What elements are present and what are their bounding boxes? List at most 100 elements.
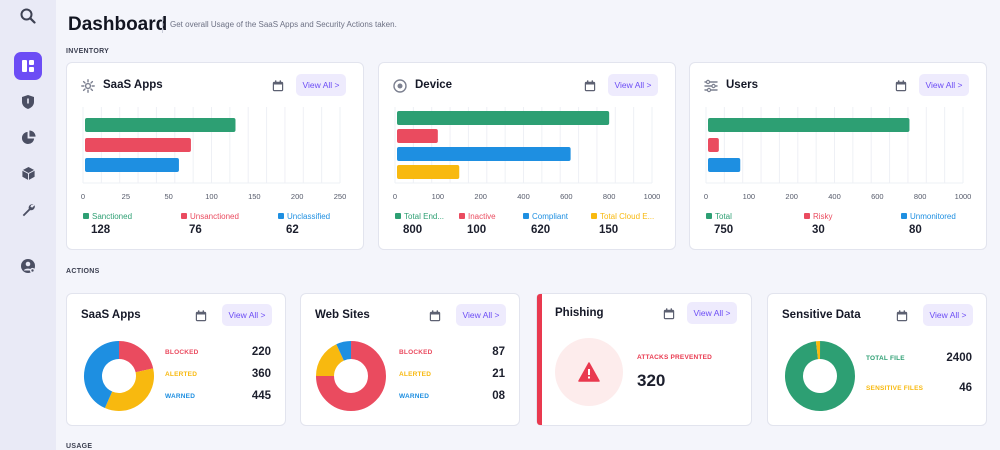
tick-label: 600 <box>871 192 884 201</box>
view-all-button[interactable]: View All > <box>687 302 737 324</box>
warning-icon <box>578 362 600 382</box>
legend-swatch <box>804 213 810 219</box>
view-all-button[interactable]: View All > <box>923 304 973 326</box>
title-divider <box>162 17 163 33</box>
calendar-icon[interactable] <box>895 79 909 93</box>
tick-label: 200 <box>785 192 798 201</box>
view-all-button[interactable]: View All > <box>222 304 272 326</box>
view-all-button[interactable]: View All > <box>296 74 346 96</box>
phishing-accent-bar <box>537 294 542 425</box>
calendar-icon[interactable] <box>584 79 598 93</box>
bar <box>85 118 236 132</box>
cube-icon[interactable] <box>16 161 40 185</box>
calendar-icon[interactable] <box>429 309 443 323</box>
page-subtitle: Get overall Usage of the SaaS Apps and S… <box>170 20 397 29</box>
stat-label: WARNED <box>165 393 196 400</box>
tick-label: 0 <box>704 192 708 201</box>
user-settings-icon[interactable] <box>16 254 40 278</box>
section-inventory: INVENTORY <box>66 48 110 55</box>
legend-item: Inactive 100 <box>459 212 496 236</box>
legend-value: 800 <box>403 224 423 236</box>
donut-chart <box>316 340 386 411</box>
donut-chart <box>84 341 154 411</box>
tick-label: 0 <box>81 192 85 201</box>
legend-value: 100 <box>467 224 487 236</box>
section-actions: ACTIONS <box>66 268 100 275</box>
search-icon[interactable] <box>16 4 40 28</box>
stat-value: 08 <box>492 390 505 402</box>
calendar-icon[interactable] <box>663 307 677 321</box>
legend-label: Inactive <box>468 212 496 221</box>
stat-value: 2400 <box>946 352 972 364</box>
bar <box>397 165 460 179</box>
view-all-button[interactable]: View All > <box>919 74 969 96</box>
legend-swatch <box>706 213 712 219</box>
card-title: Phishing <box>555 307 604 319</box>
wrench-icon[interactable] <box>16 197 40 221</box>
legend-label: Unsanctioned <box>190 212 239 221</box>
donut-chart <box>785 341 855 411</box>
view-all-button[interactable]: View All > <box>608 74 658 96</box>
bar-chart: 0 100 200 400 600 800 1000 <box>393 107 660 201</box>
bar <box>708 158 741 172</box>
tick-label: 800 <box>914 192 927 201</box>
legend-swatch <box>459 213 465 219</box>
card-title: Users <box>726 79 758 91</box>
attacks-prevented-label: ATTACKS PREVENTED <box>637 354 713 361</box>
legend-item: Unclassified 62 <box>278 212 330 236</box>
legend-item: Total End... 800 <box>395 212 444 236</box>
stat-label: TOTAL FILE <box>866 355 905 362</box>
users-icon <box>704 79 718 93</box>
legend-swatch <box>901 213 907 219</box>
tick-label: 100 <box>432 192 445 201</box>
view-all-button[interactable]: View All > <box>456 304 506 326</box>
calendar-icon[interactable] <box>195 309 209 323</box>
dashboard-icon[interactable] <box>14 52 42 80</box>
main-content: Dashboard Get overall Usage of the SaaS … <box>56 0 1000 450</box>
pie-chart-icon[interactable] <box>16 125 40 149</box>
donut-slice <box>84 341 120 409</box>
tick-label: 25 <box>122 192 130 201</box>
shield-icon[interactable] <box>16 90 40 114</box>
tick-label: 0 <box>393 192 397 201</box>
bar <box>708 138 719 152</box>
bar <box>397 111 610 125</box>
calendar-icon[interactable] <box>896 309 910 323</box>
sidebar <box>0 0 56 450</box>
tick-label: 100 <box>205 192 218 201</box>
tick-label: 800 <box>603 192 616 201</box>
legend-label: Risky <box>813 212 833 221</box>
stat-value: 87 <box>492 346 505 358</box>
bar <box>85 138 191 152</box>
card-title: Sensitive Data <box>782 309 861 321</box>
card-title: Web Sites <box>315 309 370 321</box>
actions-card-sensitive-data: Sensitive Data View All > TOTAL FILE 2400 S… <box>767 293 987 426</box>
legend-value: 750 <box>714 224 734 236</box>
legend-swatch <box>523 213 529 219</box>
actions-card-saas-apps: SaaS Apps View All > BLOCKED 220 ALERTED 360… <box>66 293 286 426</box>
tick-label: 1000 <box>955 192 972 201</box>
donut-slice <box>104 368 154 411</box>
actions-card-web-sites: Web Sites View All > BLOCKED 87 ALERTED 21 WA… <box>300 293 520 426</box>
sparkle-icon <box>81 79 95 93</box>
legend-value: 30 <box>812 224 825 236</box>
legend-item: Compliant 620 <box>523 212 568 236</box>
stat-value: 220 <box>251 346 271 358</box>
device-icon <box>393 79 407 93</box>
legend-value: 128 <box>91 224 111 236</box>
card-title: SaaS Apps <box>103 79 163 91</box>
stat-value: 21 <box>492 368 505 380</box>
legend-label: Total <box>715 212 732 221</box>
legend-item: Sanctioned 128 <box>83 212 132 236</box>
legend-value: 620 <box>531 224 551 236</box>
legend-swatch <box>395 213 401 219</box>
tick-label: 150 <box>248 192 261 201</box>
legend-swatch <box>181 213 187 219</box>
legend-value: 76 <box>189 224 202 236</box>
legend-swatch <box>83 213 89 219</box>
legend-item: Unmonitored 80 <box>901 212 956 236</box>
donut-slice <box>785 341 855 411</box>
card-title: SaaS Apps <box>81 309 141 321</box>
calendar-icon[interactable] <box>272 79 286 93</box>
card-title: Device <box>415 79 453 91</box>
